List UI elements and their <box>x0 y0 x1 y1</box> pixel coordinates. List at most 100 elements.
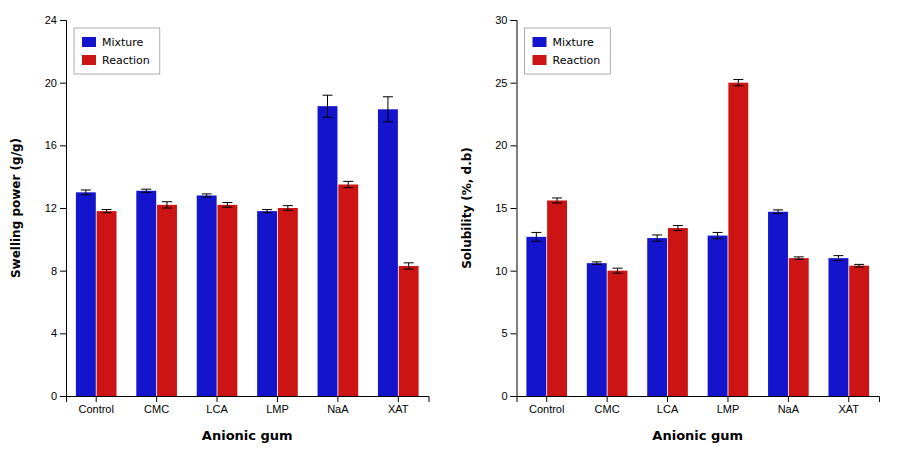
bar <box>849 266 869 396</box>
error-bar <box>592 262 602 265</box>
tick-label: 24 <box>45 14 57 26</box>
error-cap <box>343 187 353 188</box>
error-bar <box>612 268 622 273</box>
tick: 24 <box>45 14 66 26</box>
tick-label: NaA <box>327 403 349 415</box>
legend-item: Mixture <box>533 36 595 49</box>
bar <box>587 263 607 396</box>
x-axis: ControlCMCLCALMPNaAXAT <box>67 396 430 415</box>
tick-label: 20 <box>45 77 57 89</box>
error-line <box>327 95 328 117</box>
tick-mark <box>511 271 517 272</box>
tick: 30 <box>495 14 516 26</box>
error-bar <box>794 257 804 260</box>
tick: NaA <box>778 396 800 415</box>
y-axis-title: Swelling power (g/g) <box>9 138 23 278</box>
tick-mark <box>727 396 728 402</box>
bar <box>608 271 628 396</box>
tick-mark <box>848 396 849 402</box>
error-cap <box>612 268 622 269</box>
tick-mark <box>511 396 517 397</box>
error-cap <box>592 261 602 262</box>
tick-label: Control <box>78 403 113 415</box>
tick-mark <box>60 271 66 272</box>
tick-label: 0 <box>501 390 507 402</box>
error-bar <box>202 194 212 197</box>
error-bar <box>262 210 272 213</box>
x-axis-title: Anionic gum <box>652 428 743 443</box>
tick: NaA <box>327 396 349 415</box>
legend-item: Reaction <box>533 54 601 67</box>
error-line <box>838 256 839 261</box>
error-line <box>408 263 409 269</box>
bar <box>668 228 688 396</box>
error-cap <box>773 209 783 210</box>
error-cap <box>343 181 353 182</box>
error-bar <box>773 210 783 214</box>
error-bar <box>323 95 333 117</box>
legend-swatch <box>533 37 547 47</box>
error-cap <box>733 79 743 80</box>
tick: 16 <box>45 139 66 151</box>
panel: 04812162024ControlCMCLCALMPNaAXATAnionic… <box>9 14 429 443</box>
error-cap <box>222 207 232 208</box>
tick: 5 <box>501 327 516 339</box>
error-line <box>677 226 678 231</box>
tick-label: CMC <box>144 403 169 415</box>
legend-label: Mixture <box>553 36 595 49</box>
error-cap <box>854 266 864 267</box>
legend-box <box>525 28 611 74</box>
error-cap <box>552 202 562 203</box>
bars <box>76 95 419 396</box>
error-cap <box>102 209 112 210</box>
tick: CMC <box>144 396 169 415</box>
tick: 15 <box>495 202 516 214</box>
error-cap <box>673 230 683 231</box>
tick-label: XAT <box>388 403 409 415</box>
error-cap <box>652 234 662 235</box>
error-cap <box>592 264 602 265</box>
tick-mark <box>511 20 517 21</box>
tick: XAT <box>388 396 409 415</box>
bar <box>197 195 217 396</box>
bar <box>547 200 567 396</box>
error-cap <box>222 202 232 203</box>
legend: MixtureReaction <box>74 28 160 74</box>
error-cap <box>283 210 293 211</box>
error-cap <box>141 189 151 190</box>
error-cap <box>141 192 151 193</box>
tick-mark <box>60 20 66 21</box>
error-cap <box>323 117 333 118</box>
tick-label: 10 <box>495 265 507 277</box>
series <box>97 181 419 396</box>
error-line <box>778 210 779 214</box>
tick-label: 4 <box>51 327 57 339</box>
error-bar <box>383 97 393 122</box>
error-line <box>387 97 388 122</box>
error-cap <box>833 260 843 261</box>
error-bar <box>833 256 843 261</box>
error-cap <box>162 208 172 209</box>
legend-swatch <box>533 55 547 65</box>
axis-line <box>511 21 518 397</box>
error-line <box>557 198 558 203</box>
error-bar <box>162 202 172 208</box>
tick-mark <box>60 333 66 334</box>
tick-mark <box>398 396 399 402</box>
error-bar <box>854 264 864 267</box>
tick-mark <box>546 396 547 402</box>
tick: 10 <box>495 265 516 277</box>
tick-mark <box>788 396 789 402</box>
bar <box>257 211 277 396</box>
error-line <box>536 232 537 241</box>
tick: 25 <box>495 77 516 89</box>
bar <box>97 211 117 396</box>
tick-label: 20 <box>495 139 507 151</box>
tick-mark <box>511 145 517 146</box>
tick-mark <box>60 83 66 84</box>
bar <box>728 83 748 396</box>
tick-label: 12 <box>45 202 57 214</box>
error-cap <box>531 241 541 242</box>
bars <box>526 80 869 396</box>
tick-label: LCA <box>206 403 228 415</box>
